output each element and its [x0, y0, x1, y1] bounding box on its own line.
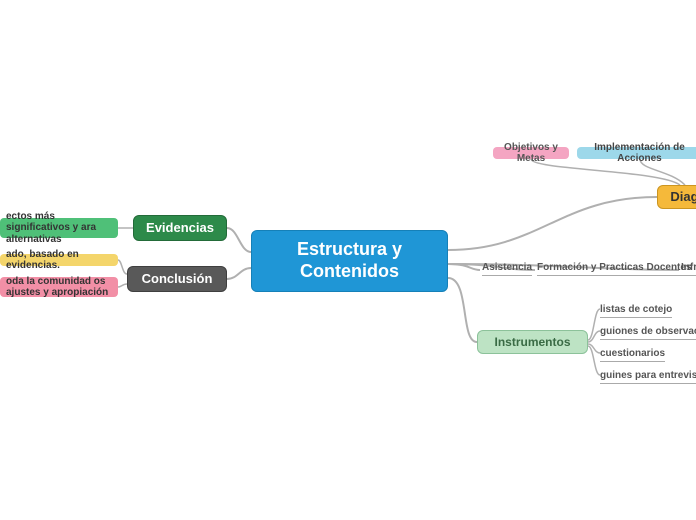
- conclusion-node[interactable]: Conclusión: [127, 266, 227, 292]
- diag-node[interactable]: Diag: [657, 185, 696, 209]
- objetivos-node[interactable]: Objetivos y Metas: [493, 147, 569, 159]
- implementacion-text: Implementación de Acciones: [583, 142, 696, 165]
- conclusion-note-2[interactable]: oda la comunidad os ajustes y apropiació…: [0, 277, 118, 297]
- evidencias-note[interactable]: ectos más significativos y ara alternati…: [0, 218, 118, 238]
- evidencias-node[interactable]: Evidencias: [133, 215, 227, 241]
- inst-item-2[interactable]: guiones de observación: [600, 326, 696, 340]
- implementacion-node[interactable]: Implementación de Acciones: [577, 147, 696, 159]
- conclusion-note-1[interactable]: ado, basado en evidencias.: [0, 254, 118, 266]
- inst-item-3-text: cuestionarios: [600, 348, 665, 359]
- evidencias-label: Evidencias: [146, 220, 214, 236]
- conclusion-note-2-text: oda la comunidad os ajustes y apropiació…: [6, 276, 112, 299]
- conclusion-label: Conclusión: [142, 271, 213, 287]
- asistencia-text: Asistencia: [482, 262, 532, 273]
- mindmap-canvas: Estructura y Contenidos Evidencias Concl…: [0, 0, 696, 520]
- inst-item-2-text: guiones de observación: [600, 326, 696, 337]
- center-node[interactable]: Estructura y Contenidos: [251, 230, 448, 292]
- infraestructura-node[interactable]: Infr: [681, 262, 696, 276]
- diag-label: Diag: [670, 189, 696, 205]
- formacion-text: Formación y Practicas Docentes: [537, 262, 692, 273]
- conclusion-note-1-text: ado, basado en evidencias.: [6, 249, 112, 272]
- instrumentos-node[interactable]: Instrumentos: [477, 330, 588, 354]
- center-label: Estructura y Contenidos: [297, 239, 402, 282]
- inst-item-3[interactable]: cuestionarios: [600, 348, 665, 362]
- instrumentos-label: Instrumentos: [494, 335, 570, 349]
- inst-item-4-text: guines para entrevistas: [600, 370, 696, 381]
- inst-item-4[interactable]: guines para entrevistas: [600, 370, 696, 384]
- inst-item-1-text: listas de cotejo: [600, 304, 672, 315]
- inst-item-1[interactable]: listas de cotejo: [600, 304, 672, 318]
- asistencia-node[interactable]: Asistencia: [482, 262, 532, 276]
- evidencias-note-text: ectos más significativos y ara alternati…: [6, 211, 112, 246]
- objetivos-text: Objetivos y Metas: [499, 142, 563, 165]
- infraestructura-text: Infr: [681, 262, 696, 273]
- formacion-node[interactable]: Formación y Practicas Docentes: [537, 262, 692, 276]
